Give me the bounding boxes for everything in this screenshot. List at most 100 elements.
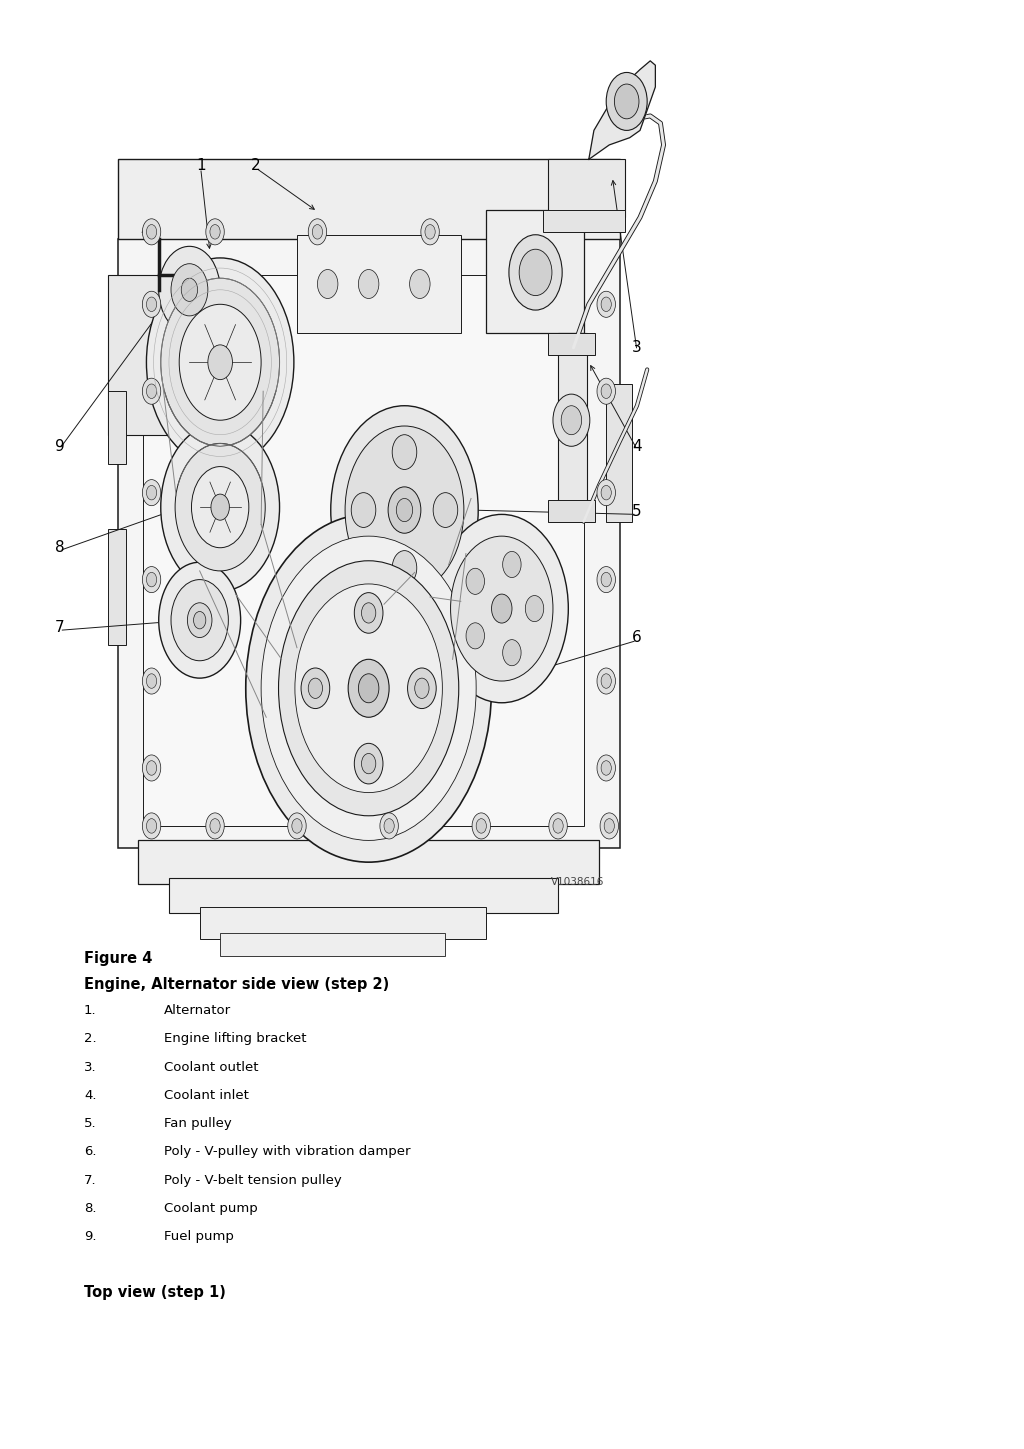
- Bar: [543, 210, 625, 232]
- Text: 9: 9: [54, 439, 65, 454]
- Circle shape: [601, 485, 611, 500]
- Circle shape: [142, 378, 161, 404]
- Circle shape: [597, 755, 615, 781]
- Circle shape: [146, 297, 157, 312]
- Circle shape: [503, 639, 521, 665]
- Circle shape: [597, 567, 615, 593]
- Text: Coolant pump: Coolant pump: [164, 1203, 258, 1214]
- Text: Alternator: Alternator: [164, 1004, 231, 1017]
- Circle shape: [601, 674, 611, 688]
- Bar: [108, 529, 126, 645]
- Circle shape: [171, 580, 228, 661]
- Circle shape: [435, 514, 568, 703]
- Circle shape: [146, 258, 294, 467]
- Circle shape: [614, 84, 639, 119]
- Circle shape: [261, 536, 476, 840]
- Circle shape: [425, 225, 435, 239]
- Text: Poly - V-pulley with vibration damper: Poly - V-pulley with vibration damper: [164, 1145, 411, 1158]
- Circle shape: [509, 235, 562, 310]
- Circle shape: [492, 594, 512, 623]
- Circle shape: [187, 603, 212, 638]
- Circle shape: [358, 270, 379, 298]
- Circle shape: [161, 278, 280, 446]
- Text: Engine, Alternator side view (step 2): Engine, Alternator side view (step 2): [84, 977, 389, 991]
- Circle shape: [208, 345, 232, 380]
- Circle shape: [351, 493, 376, 527]
- Text: Top view (step 1): Top view (step 1): [84, 1284, 226, 1300]
- Text: 4.: 4.: [84, 1090, 96, 1101]
- Circle shape: [358, 674, 379, 703]
- Circle shape: [159, 246, 220, 333]
- Circle shape: [348, 659, 389, 717]
- Circle shape: [142, 813, 161, 839]
- Circle shape: [380, 813, 398, 839]
- Circle shape: [601, 384, 611, 398]
- Circle shape: [308, 219, 327, 245]
- Circle shape: [466, 623, 484, 649]
- Circle shape: [295, 584, 442, 793]
- Circle shape: [142, 567, 161, 593]
- Circle shape: [288, 813, 306, 839]
- Circle shape: [279, 561, 459, 816]
- Circle shape: [354, 743, 383, 784]
- Circle shape: [194, 611, 206, 629]
- Bar: [548, 159, 625, 217]
- Text: 7: 7: [54, 620, 65, 635]
- Circle shape: [561, 406, 582, 435]
- Circle shape: [361, 603, 376, 623]
- Bar: [548, 333, 595, 355]
- Bar: [297, 235, 461, 333]
- Circle shape: [388, 487, 421, 533]
- Bar: [558, 333, 587, 507]
- Circle shape: [597, 480, 615, 506]
- Text: 6: 6: [632, 630, 642, 645]
- Circle shape: [159, 562, 241, 678]
- Circle shape: [308, 678, 323, 698]
- Circle shape: [146, 761, 157, 775]
- Circle shape: [206, 219, 224, 245]
- Circle shape: [421, 219, 439, 245]
- Circle shape: [525, 596, 544, 622]
- Bar: [548, 500, 595, 522]
- Circle shape: [472, 813, 490, 839]
- Bar: [108, 275, 174, 435]
- Circle shape: [519, 249, 552, 296]
- Bar: [220, 933, 445, 956]
- Circle shape: [606, 72, 647, 130]
- Circle shape: [142, 755, 161, 781]
- Circle shape: [601, 761, 611, 775]
- Circle shape: [292, 819, 302, 833]
- Circle shape: [210, 225, 220, 239]
- Circle shape: [384, 819, 394, 833]
- Bar: [606, 384, 632, 522]
- Circle shape: [433, 493, 458, 527]
- Circle shape: [396, 498, 413, 522]
- Text: V1038616: V1038616: [551, 877, 604, 887]
- Bar: [169, 878, 558, 913]
- Circle shape: [246, 514, 492, 862]
- Text: Engine lifting bracket: Engine lifting bracket: [164, 1032, 306, 1045]
- Circle shape: [210, 819, 220, 833]
- Circle shape: [142, 480, 161, 506]
- Circle shape: [146, 572, 157, 587]
- Text: Coolant inlet: Coolant inlet: [164, 1090, 249, 1101]
- Circle shape: [410, 270, 430, 298]
- Text: Fuel pump: Fuel pump: [164, 1230, 233, 1243]
- Circle shape: [211, 494, 229, 520]
- Text: Coolant outlet: Coolant outlet: [164, 1061, 258, 1074]
- Circle shape: [301, 668, 330, 709]
- Circle shape: [361, 753, 376, 774]
- Circle shape: [415, 678, 429, 698]
- Text: 5: 5: [632, 504, 642, 519]
- Circle shape: [600, 813, 618, 839]
- Circle shape: [175, 443, 265, 571]
- Circle shape: [601, 572, 611, 587]
- Circle shape: [206, 813, 224, 839]
- Bar: [118, 159, 620, 239]
- Circle shape: [146, 384, 157, 398]
- Text: 5.: 5.: [84, 1117, 96, 1130]
- Text: 2: 2: [251, 158, 261, 172]
- Circle shape: [392, 435, 417, 469]
- Circle shape: [142, 668, 161, 694]
- Circle shape: [597, 668, 615, 694]
